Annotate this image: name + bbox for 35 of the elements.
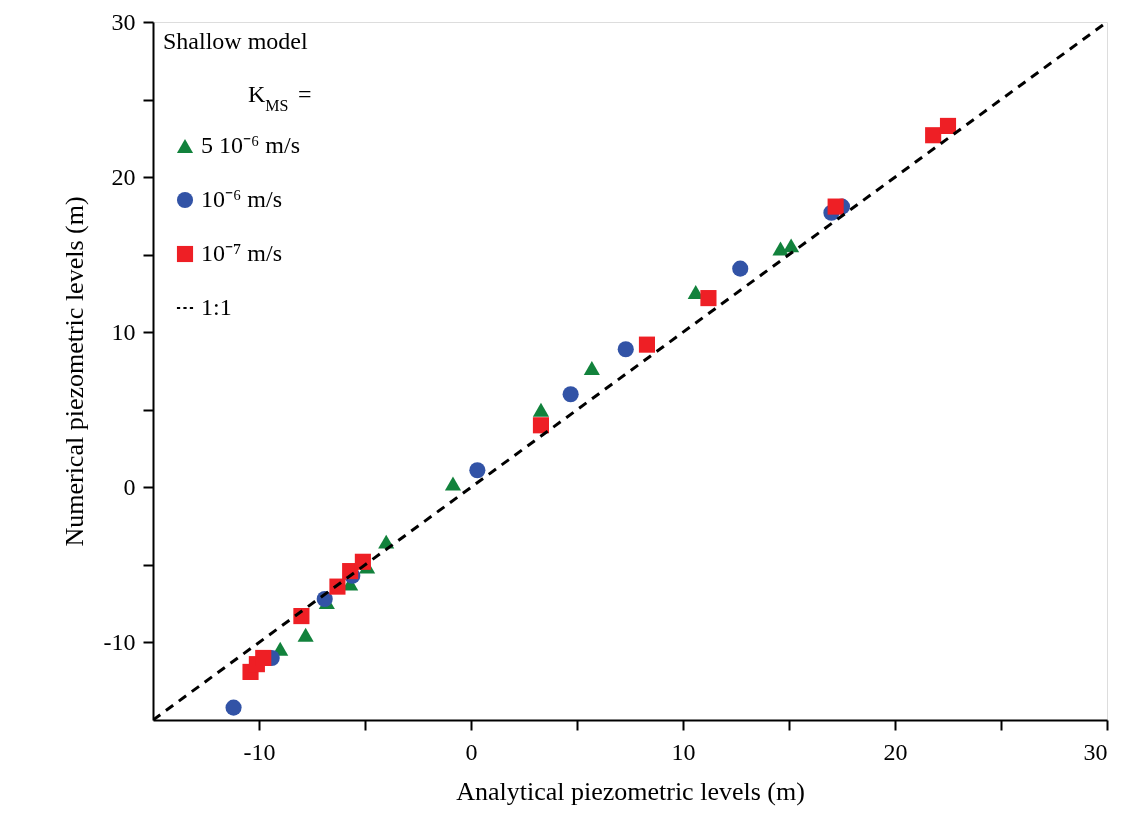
y-tick-label: 20 xyxy=(111,163,136,190)
point xyxy=(329,578,346,595)
point xyxy=(444,476,462,491)
annotation: Shallow model xyxy=(163,28,308,54)
legend-label: 1:1 xyxy=(201,294,232,320)
point xyxy=(732,260,749,277)
legend-label: 10⁻⁷ m/s xyxy=(201,240,283,266)
y-tick-label: 0 xyxy=(123,473,136,500)
y-tick-label: -10 xyxy=(103,628,136,655)
point xyxy=(562,386,579,403)
x-axis-title: Analytical piezometric levels (m) xyxy=(456,776,805,806)
point xyxy=(700,290,717,307)
point xyxy=(783,238,800,253)
point xyxy=(297,627,314,642)
legend-label: 10⁻⁶ m/s xyxy=(201,186,283,212)
point xyxy=(638,336,656,353)
x-tick-label: 0 xyxy=(465,738,478,765)
y-tick-label: 10 xyxy=(111,318,136,345)
x-tick-label: -10 xyxy=(243,738,276,765)
point xyxy=(939,117,957,134)
point xyxy=(469,462,486,479)
x-tick-label: 10 xyxy=(671,738,696,765)
point xyxy=(225,699,242,716)
x-tick-label: 30 xyxy=(1083,738,1108,765)
legend-label: 5 10⁻⁶ m/s xyxy=(201,132,301,158)
y-tick-label: 30 xyxy=(111,8,136,35)
point xyxy=(532,417,550,434)
point xyxy=(925,127,942,144)
point xyxy=(617,341,634,358)
point xyxy=(532,402,550,417)
x-tick-label: 20 xyxy=(883,738,908,765)
point xyxy=(827,198,844,215)
point xyxy=(255,649,272,667)
y-axis-title: Numerical piezometric levels (m) xyxy=(59,196,89,547)
point xyxy=(583,360,600,375)
